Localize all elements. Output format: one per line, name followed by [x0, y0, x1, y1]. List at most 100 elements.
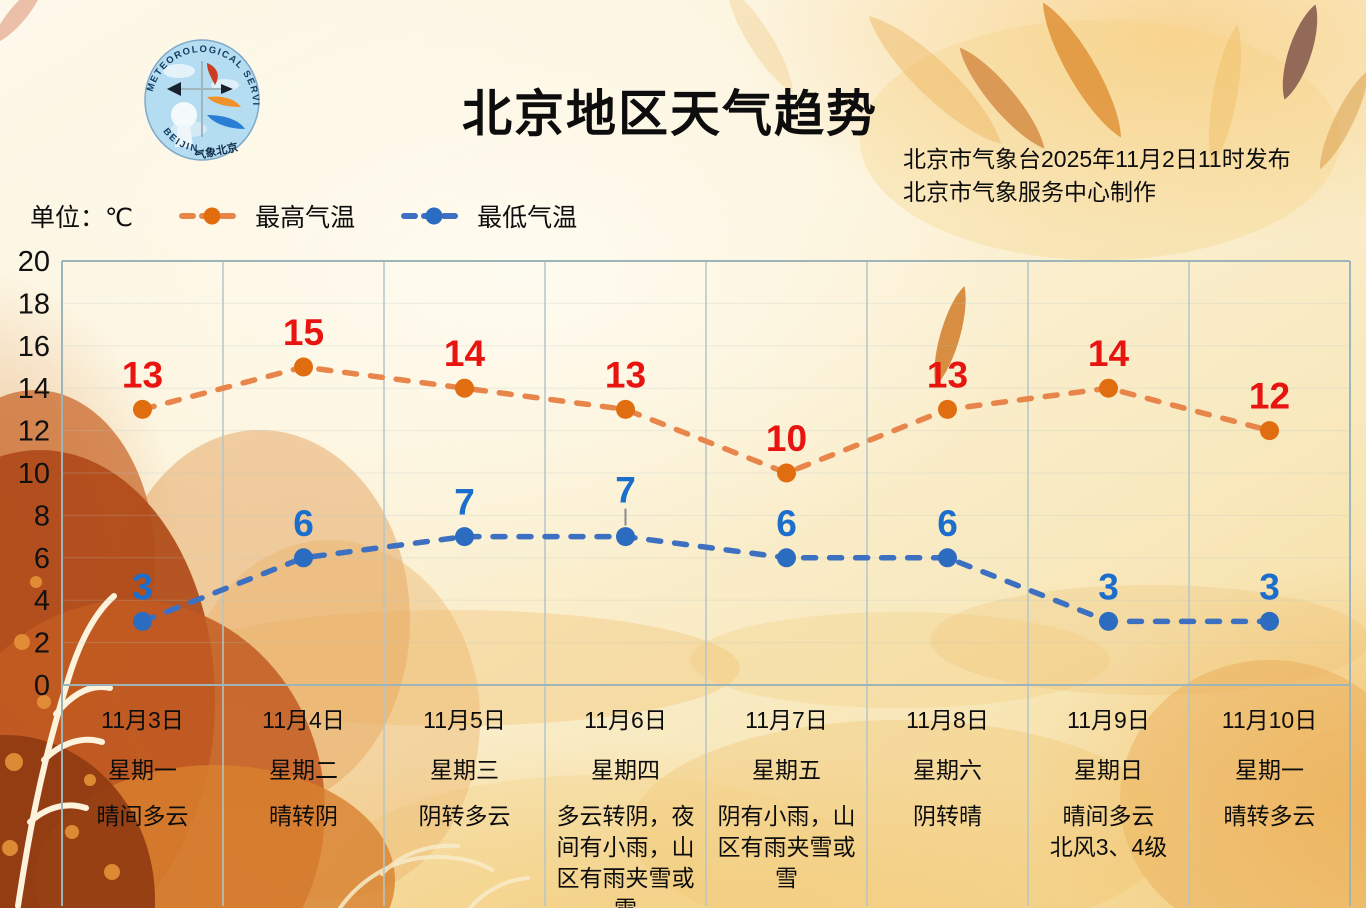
high-temp-point: [1260, 421, 1279, 441]
low-temp-point: [777, 548, 796, 568]
legend-dot: [203, 207, 221, 225]
day-column-1: 11月3日星期一晴间多云: [62, 701, 223, 908]
high-temp-point: [133, 399, 152, 419]
day-date-label: 11月3日: [101, 707, 184, 733]
weather-label: 阴转多云: [418, 803, 511, 829]
day-column-8: 11月10日 星期一晴转多云: [1189, 701, 1350, 908]
day-date-label: 11月8日: [906, 707, 989, 733]
day-date-label: 11月10日: [1221, 707, 1318, 733]
y-axis-tick-label: 8: [34, 500, 50, 532]
low-temp-point: [455, 527, 474, 547]
low-temp-value-label: 7: [454, 482, 475, 523]
weather-label: 晴转阴: [269, 803, 338, 829]
high-temp-value-label: 12: [1249, 376, 1290, 417]
logo-orange-swoosh: [207, 96, 241, 107]
day-column-3: 11月5日星期三阴转多云: [384, 701, 545, 908]
y-axis-tick-label: 12: [18, 416, 50, 448]
day-date-label: 11月6日: [584, 707, 667, 733]
legend-low-temp: 最低气温: [401, 198, 577, 234]
day-date-label: 11月5日: [423, 707, 506, 733]
day-column-2: 11月4日星期二晴转阴: [223, 701, 384, 908]
page-title: 北京地区天气趋势: [462, 85, 878, 142]
weekday-label: 星期四: [591, 757, 660, 783]
publish-info-line1: 北京市气象台2025年11月2日11时发布: [903, 146, 1291, 172]
y-axis-tick-label: 18: [18, 288, 50, 320]
low-temp-value-label: 7: [615, 470, 636, 511]
high-temp-value-label: 13: [927, 354, 968, 395]
logo-vane-arrow: [221, 84, 233, 94]
low-temp-value-label: 6: [937, 503, 958, 544]
logo-cloud: [163, 64, 195, 78]
high-temp-value-label: 13: [605, 354, 646, 395]
y-axis-tick-label: 20: [18, 246, 50, 278]
high-temp-point: [777, 463, 796, 483]
day-date-label: 11月7日: [745, 707, 828, 733]
orange-wash: [630, 720, 1170, 908]
orange-wash: [1120, 660, 1366, 908]
weather-label: 阴转晴: [913, 803, 982, 829]
y-axis-tick-label: 0: [34, 670, 50, 702]
publish-info: 北京市气象台2025年11月2日11时发布 北京市气象服务中心制作: [903, 143, 1291, 209]
high-temp-point: [455, 378, 474, 398]
low-temp-point: [1260, 611, 1279, 631]
high-temp-value-label: 13: [122, 354, 163, 395]
unit-label: 单位：℃: [30, 204, 134, 232]
weather-label: 晴转多云: [1223, 803, 1316, 829]
x-axis-day-columns: 11月3日 星期一 晴间多云 11月4日 星期二 晴转阴 11月5日 星期三 阴转多云 11月6日…: [62, 701, 1350, 908]
orange-wash: [930, 585, 1366, 695]
high-temp-point: [616, 399, 635, 419]
logo-red-swoosh: [207, 63, 218, 85]
weekday-label: 星期三: [430, 757, 499, 783]
low-temp-value-label: 6: [776, 503, 797, 544]
low-temp-point: [938, 548, 957, 568]
wind-label: 北风3、4级: [1049, 834, 1168, 860]
day-column-7: 11月9日星期日晴间多云 北风3、4级: [1028, 701, 1189, 908]
low-temp-point: [616, 527, 635, 547]
white-branch: [15, 593, 117, 908]
weather-label: 多云转阴，夜间有小雨，山区有雨夹雪或雪: [556, 803, 695, 908]
weather-label: 晴间多云: [96, 803, 189, 829]
high-temp-value-label: 15: [283, 312, 324, 353]
weekday-label: 星期一: [1235, 757, 1304, 783]
logo-blue-swoosh: [207, 115, 245, 129]
low-temp-point: [1099, 611, 1118, 631]
weekday-label: 星期日: [1074, 757, 1143, 783]
logo-radar-dome: [171, 102, 197, 128]
bms-logo: METEOROLOGICAL SERVICE BEIJING 气象北京: [132, 25, 267, 167]
weather-label: 晴间多云 北风3、4级: [1033, 801, 1184, 863]
high-temp-value-label: 14: [444, 333, 486, 374]
legend-high-temp-label: 最高气温: [255, 204, 356, 232]
weather-label: 阴有小雨，山区有雨夹雪或雪: [717, 803, 856, 891]
low-temp-point: [294, 548, 313, 568]
y-axis-tick-label: 4: [34, 585, 50, 617]
day-date-label: 11月4日: [262, 707, 345, 733]
legend-dot: [425, 207, 443, 225]
publish-info-line2: 北京市气象服务中心制作: [903, 179, 1156, 205]
legend-row: 单位：℃ 最高气温 最低气温: [30, 197, 577, 235]
high-temp-value-label: 14: [1088, 333, 1130, 374]
berries: [2, 576, 120, 880]
high-temp-point: [938, 399, 957, 419]
high-temp-value-label: 10: [766, 418, 807, 459]
low-temp-line: [139, 533, 1273, 625]
legend-high-temp: 最高气温: [179, 198, 355, 234]
weekday-label: 星期二: [269, 757, 338, 783]
weekday-label: 星期五: [752, 757, 821, 783]
y-axis-tick-label: 6: [34, 543, 50, 575]
low-temp-value-label: 3: [1259, 566, 1280, 607]
white-twig: [338, 843, 530, 908]
logo-radar-tower: [175, 125, 193, 147]
day-column-5: 11月7日星期五阴有小雨，山区有雨夹雪或雪: [706, 701, 867, 908]
low-temp-legend-swatch-icon: [401, 207, 468, 225]
high-temp-point: [294, 357, 313, 377]
day-date-label: 11月9日: [1067, 707, 1150, 733]
high-temp-line: [139, 364, 1273, 476]
y-axis-tick-label: 14: [18, 373, 50, 405]
weekday-label: 星期一: [108, 757, 177, 783]
legend-low-temp-label: 最低气温: [477, 204, 578, 232]
orange-wash: [160, 610, 740, 726]
